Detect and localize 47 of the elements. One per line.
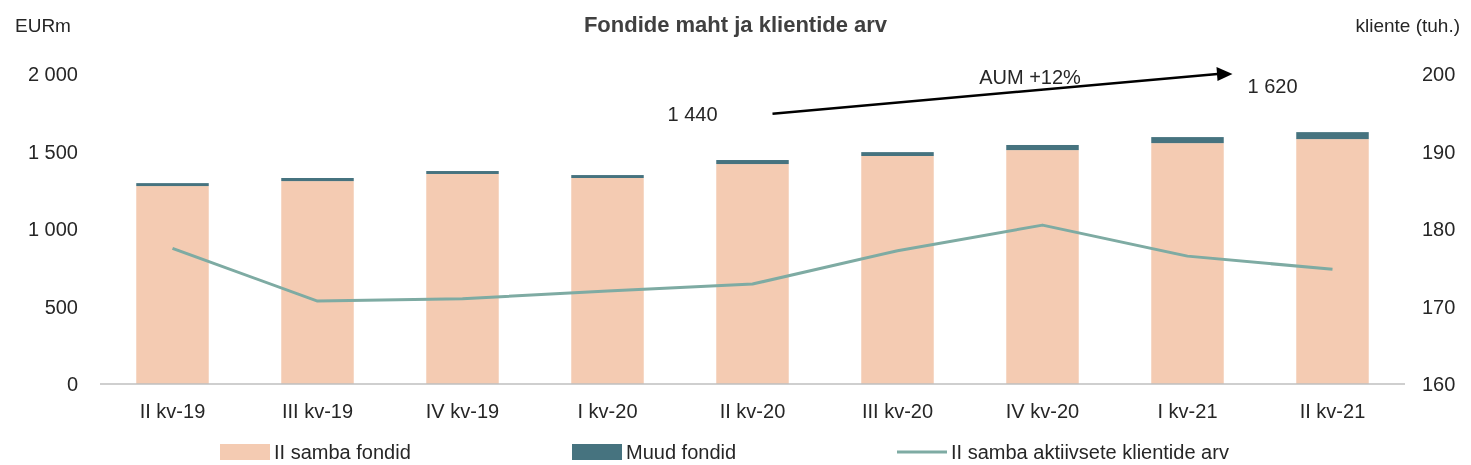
bar bbox=[861, 156, 934, 384]
y-tick-label: 1 500 bbox=[27, 140, 78, 163]
y2-tick-label: 180 bbox=[1422, 218, 1456, 240]
bar bbox=[571, 178, 644, 384]
annotation: AUM +12% bbox=[979, 66, 1082, 88]
y2-tick-label: 190 bbox=[1422, 140, 1456, 163]
annotation: 1 440 bbox=[667, 102, 718, 125]
bar bbox=[426, 171, 499, 174]
bar bbox=[136, 183, 209, 187]
x-tick-label: I kv-21 bbox=[1157, 400, 1218, 422]
y-tick-label: 0 bbox=[66, 373, 78, 395]
x-tick-label: II kv-19 bbox=[139, 400, 206, 422]
bar bbox=[281, 178, 354, 182]
bar bbox=[1006, 144, 1079, 151]
annotation: 1 620 bbox=[1247, 74, 1298, 97]
x-tick-label: IV kv-20 bbox=[1005, 400, 1080, 422]
bar bbox=[716, 164, 789, 384]
line-series bbox=[171, 223, 1334, 303]
x-tick-label: III kv-20 bbox=[861, 400, 934, 422]
bar bbox=[861, 152, 934, 156]
y2-tick-label: 170 bbox=[1422, 295, 1456, 318]
bar bbox=[1296, 139, 1369, 384]
y-axis-title: EURm bbox=[15, 15, 71, 36]
legend-label: II samba fondid bbox=[274, 441, 411, 463]
bar bbox=[1006, 150, 1079, 384]
y2-tick-label: 200 bbox=[1422, 63, 1456, 85]
x-tick-label: III kv-19 bbox=[281, 400, 354, 422]
legend-label: II samba aktiivsete klientide arv bbox=[951, 441, 1229, 463]
x-tick-label: I kv-20 bbox=[577, 400, 638, 422]
chart-title: Fondide maht ja klientide arv bbox=[583, 12, 888, 37]
y2-axis-title: kliente (tuh.) bbox=[1355, 15, 1460, 36]
bar bbox=[1296, 132, 1369, 140]
y-tick-label: 1 000 bbox=[27, 218, 78, 240]
x-tick-label: II kv-21 bbox=[1299, 400, 1366, 422]
bar bbox=[571, 175, 644, 179]
bar bbox=[426, 173, 499, 384]
x-tick-label: II kv-20 bbox=[719, 400, 786, 422]
x-tick-label: IV kv-19 bbox=[425, 400, 500, 422]
bar bbox=[716, 160, 789, 165]
legend-label: Muud fondid bbox=[626, 441, 737, 463]
bar bbox=[1151, 137, 1224, 144]
y-tick-label: 2 000 bbox=[27, 63, 78, 85]
bar bbox=[281, 181, 354, 384]
bar bbox=[1151, 143, 1224, 384]
bar bbox=[136, 186, 209, 384]
y-tick-label: 500 bbox=[44, 295, 78, 318]
y2-tick-label: 160 bbox=[1422, 373, 1456, 395]
